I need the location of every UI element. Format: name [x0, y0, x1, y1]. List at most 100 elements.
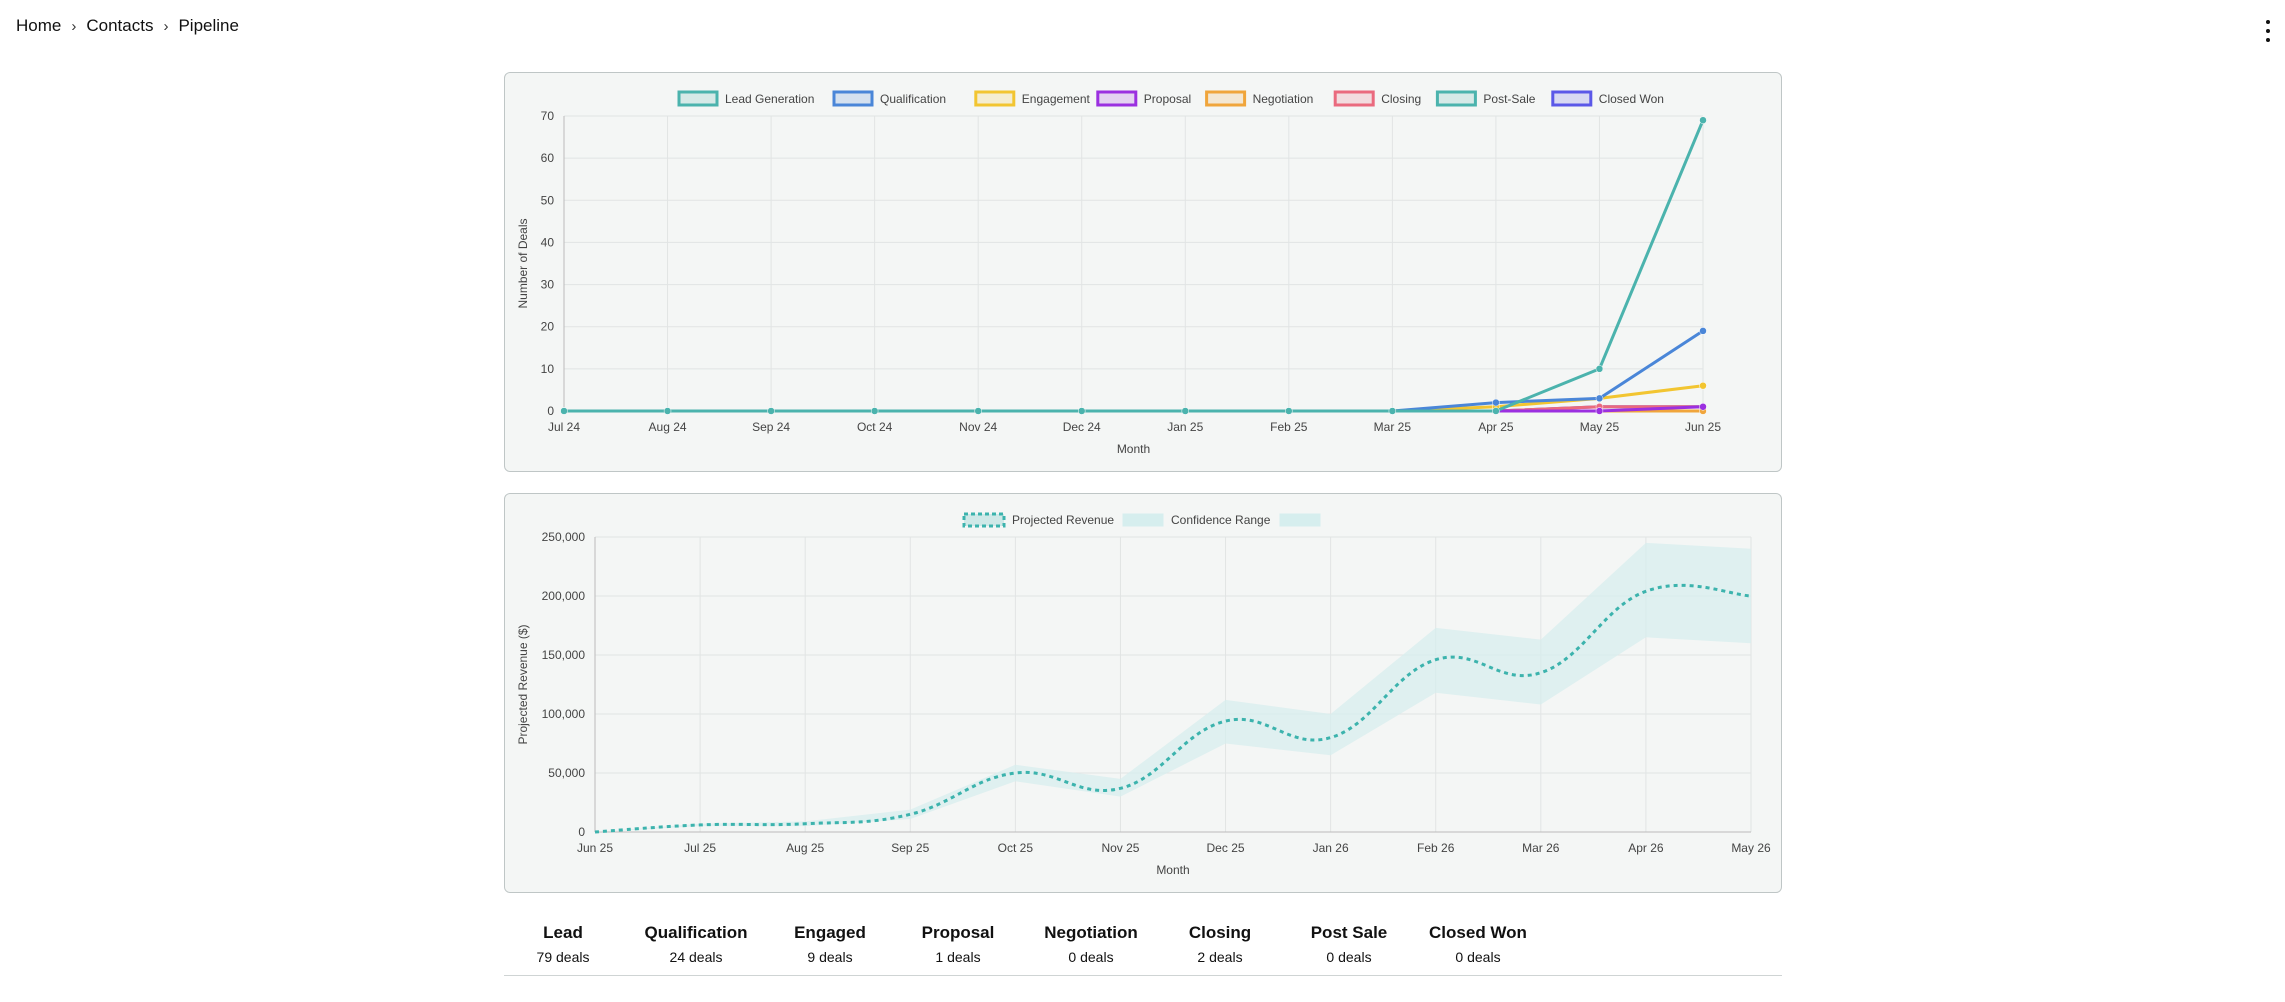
x-tick-label: Mar 25	[1374, 420, 1412, 434]
deals-by-stage-chart: 0 10 20 30 40 50 60 70 Jul 24 Aug 24 Sep 24 Oct 24 N…	[516, 90, 1721, 456]
tab-deal-count: 24 deals	[669, 948, 723, 965]
x-tick-label: May 25	[1580, 420, 1620, 434]
x-tick-label: Sep 25	[891, 841, 929, 855]
x-axis-label: Month	[1117, 442, 1150, 456]
legend-swatch	[677, 90, 719, 107]
x-tick-label: Jan 26	[1313, 841, 1349, 855]
confidence-range-area	[595, 542, 1751, 832]
x-tick-label: Nov 24	[959, 420, 997, 434]
tab-label: Proposal	[921, 922, 995, 942]
data-point	[1492, 407, 1500, 415]
tab-label: Engaged	[794, 922, 866, 942]
x-axis-label: Month	[1156, 863, 1189, 877]
data-point	[1699, 403, 1707, 411]
legend-label: Lead Generation	[725, 92, 814, 106]
legend-swatch	[1205, 90, 1247, 107]
y-tick-label: 40	[541, 235, 555, 249]
tab-closed-won[interactable]: Closed Won 0 deals	[1414, 912, 1542, 975]
y-tick-label: 30	[541, 278, 555, 292]
data-point	[1492, 398, 1500, 407]
x-tick-label: Feb 26	[1417, 841, 1455, 855]
y-tick-label: 50	[541, 193, 555, 207]
tab-deal-count: 2 deals	[1197, 948, 1243, 965]
legend-swatch	[1551, 90, 1593, 107]
x-tick-label: Apr 26	[1628, 841, 1664, 855]
y-tick-label: 0	[547, 404, 554, 418]
tab-label: Negotiation	[1044, 922, 1138, 942]
tab-negotiation[interactable]: Negotiation 0 deals	[1026, 912, 1156, 975]
tab-label: Closing	[1188, 922, 1252, 942]
kebab-menu-icon[interactable]	[2263, 20, 2273, 42]
legend-label: Projected Revenue	[1012, 513, 1114, 527]
y-axis-label: Projected Revenue ($)	[516, 624, 530, 744]
data-point	[1699, 116, 1707, 124]
tab-closing[interactable]: Closing 2 deals	[1156, 912, 1284, 975]
x-tick-label: Aug 25	[786, 841, 824, 855]
tab-post-sale[interactable]: Post Sale 0 deals	[1284, 912, 1414, 975]
breadcrumb-contacts-link[interactable]: Contacts	[86, 16, 154, 35]
legend-label: Engagement	[1022, 92, 1091, 106]
y-tick-label: 70	[541, 109, 555, 123]
tab-deal-count: 9 deals	[807, 948, 853, 965]
y-tick-label: 0	[578, 825, 585, 839]
data-point	[560, 407, 568, 415]
data-point	[1699, 381, 1707, 390]
legend-label: Negotiation	[1253, 92, 1314, 106]
x-tick-label: Oct 24	[857, 420, 893, 434]
x-tick-label: Jun 25	[1685, 420, 1721, 434]
tab-label: Post Sale	[1310, 922, 1388, 942]
legend-swatch	[1435, 90, 1477, 107]
legend-swatch	[1096, 90, 1138, 107]
projected-revenue-line	[594, 583, 1752, 834]
y-tick-label: 250,000	[542, 530, 586, 544]
tab-deal-count: 0 deals	[1068, 948, 1114, 965]
series-line	[564, 384, 1704, 413]
tab-label: Qualification	[644, 922, 748, 942]
data-point	[1595, 365, 1604, 373]
data-point	[1699, 327, 1707, 335]
tab-engaged[interactable]: Engaged 9 deals	[770, 912, 890, 975]
tab-label: Closed Won	[1429, 922, 1527, 942]
deals-by-stage-chart-panel: 0 10 20 30 40 50 60 70 Jul 24 Aug 24 Sep 24 Oct 24 N…	[504, 72, 1782, 472]
data-point	[1285, 407, 1293, 415]
legend-swatch	[1333, 90, 1375, 107]
legend-swatch	[832, 90, 874, 107]
data-point	[663, 407, 672, 415]
y-tick-label: 10	[541, 362, 555, 376]
pipeline-stage-tabs: Lead 79 deals Qualification 24 deals Eng…	[504, 912, 1782, 976]
breadcrumb-home-link[interactable]: Home	[16, 16, 62, 35]
legend-label: Qualification	[880, 92, 946, 106]
tab-deal-count: 1 deals	[935, 948, 981, 965]
breadcrumb-current: Pipeline	[178, 16, 239, 35]
x-tick-label: Feb 25	[1270, 420, 1308, 434]
tab-deal-count: 0 deals	[1326, 948, 1372, 965]
x-tick-label: Jul 24	[548, 420, 580, 434]
y-tick-label: 20	[541, 320, 555, 334]
projected-revenue-chart-panel: 0 50,000 100,000 150,000 200,000 250,000 Jun 2…	[504, 493, 1782, 893]
x-tick-label: Jan 25	[1167, 420, 1203, 434]
x-tick-label: Aug 24	[649, 420, 687, 434]
breadcrumb-separator-icon: ›	[71, 17, 77, 35]
tab-deal-count: 79 deals	[536, 948, 590, 965]
legend-label: Post-Sale	[1483, 92, 1535, 106]
x-tick-label: Jul 25	[684, 841, 716, 855]
legend-swatch	[1279, 513, 1321, 527]
data-point	[1077, 407, 1086, 415]
legend-swatch	[974, 90, 1016, 107]
x-tick-label: Apr 25	[1478, 420, 1514, 434]
data-point	[767, 407, 775, 415]
tab-lead[interactable]: Lead 79 deals	[504, 912, 622, 975]
legend-label: Closed Won	[1599, 92, 1664, 106]
x-tick-label: Sep 24	[752, 420, 790, 434]
series-line	[564, 119, 1705, 413]
y-tick-label: 50,000	[548, 766, 585, 780]
tab-proposal[interactable]: Proposal 1 deals	[890, 912, 1026, 975]
data-point	[1181, 407, 1190, 415]
y-axis-label: Number of Deals	[516, 218, 530, 308]
legend-label: Closing	[1381, 92, 1421, 106]
tab-qualification[interactable]: Qualification 24 deals	[622, 912, 770, 975]
x-tick-label: May 26	[1731, 841, 1771, 855]
data-point	[870, 407, 879, 415]
tab-label: Lead	[543, 922, 583, 942]
series-line	[564, 329, 1704, 413]
